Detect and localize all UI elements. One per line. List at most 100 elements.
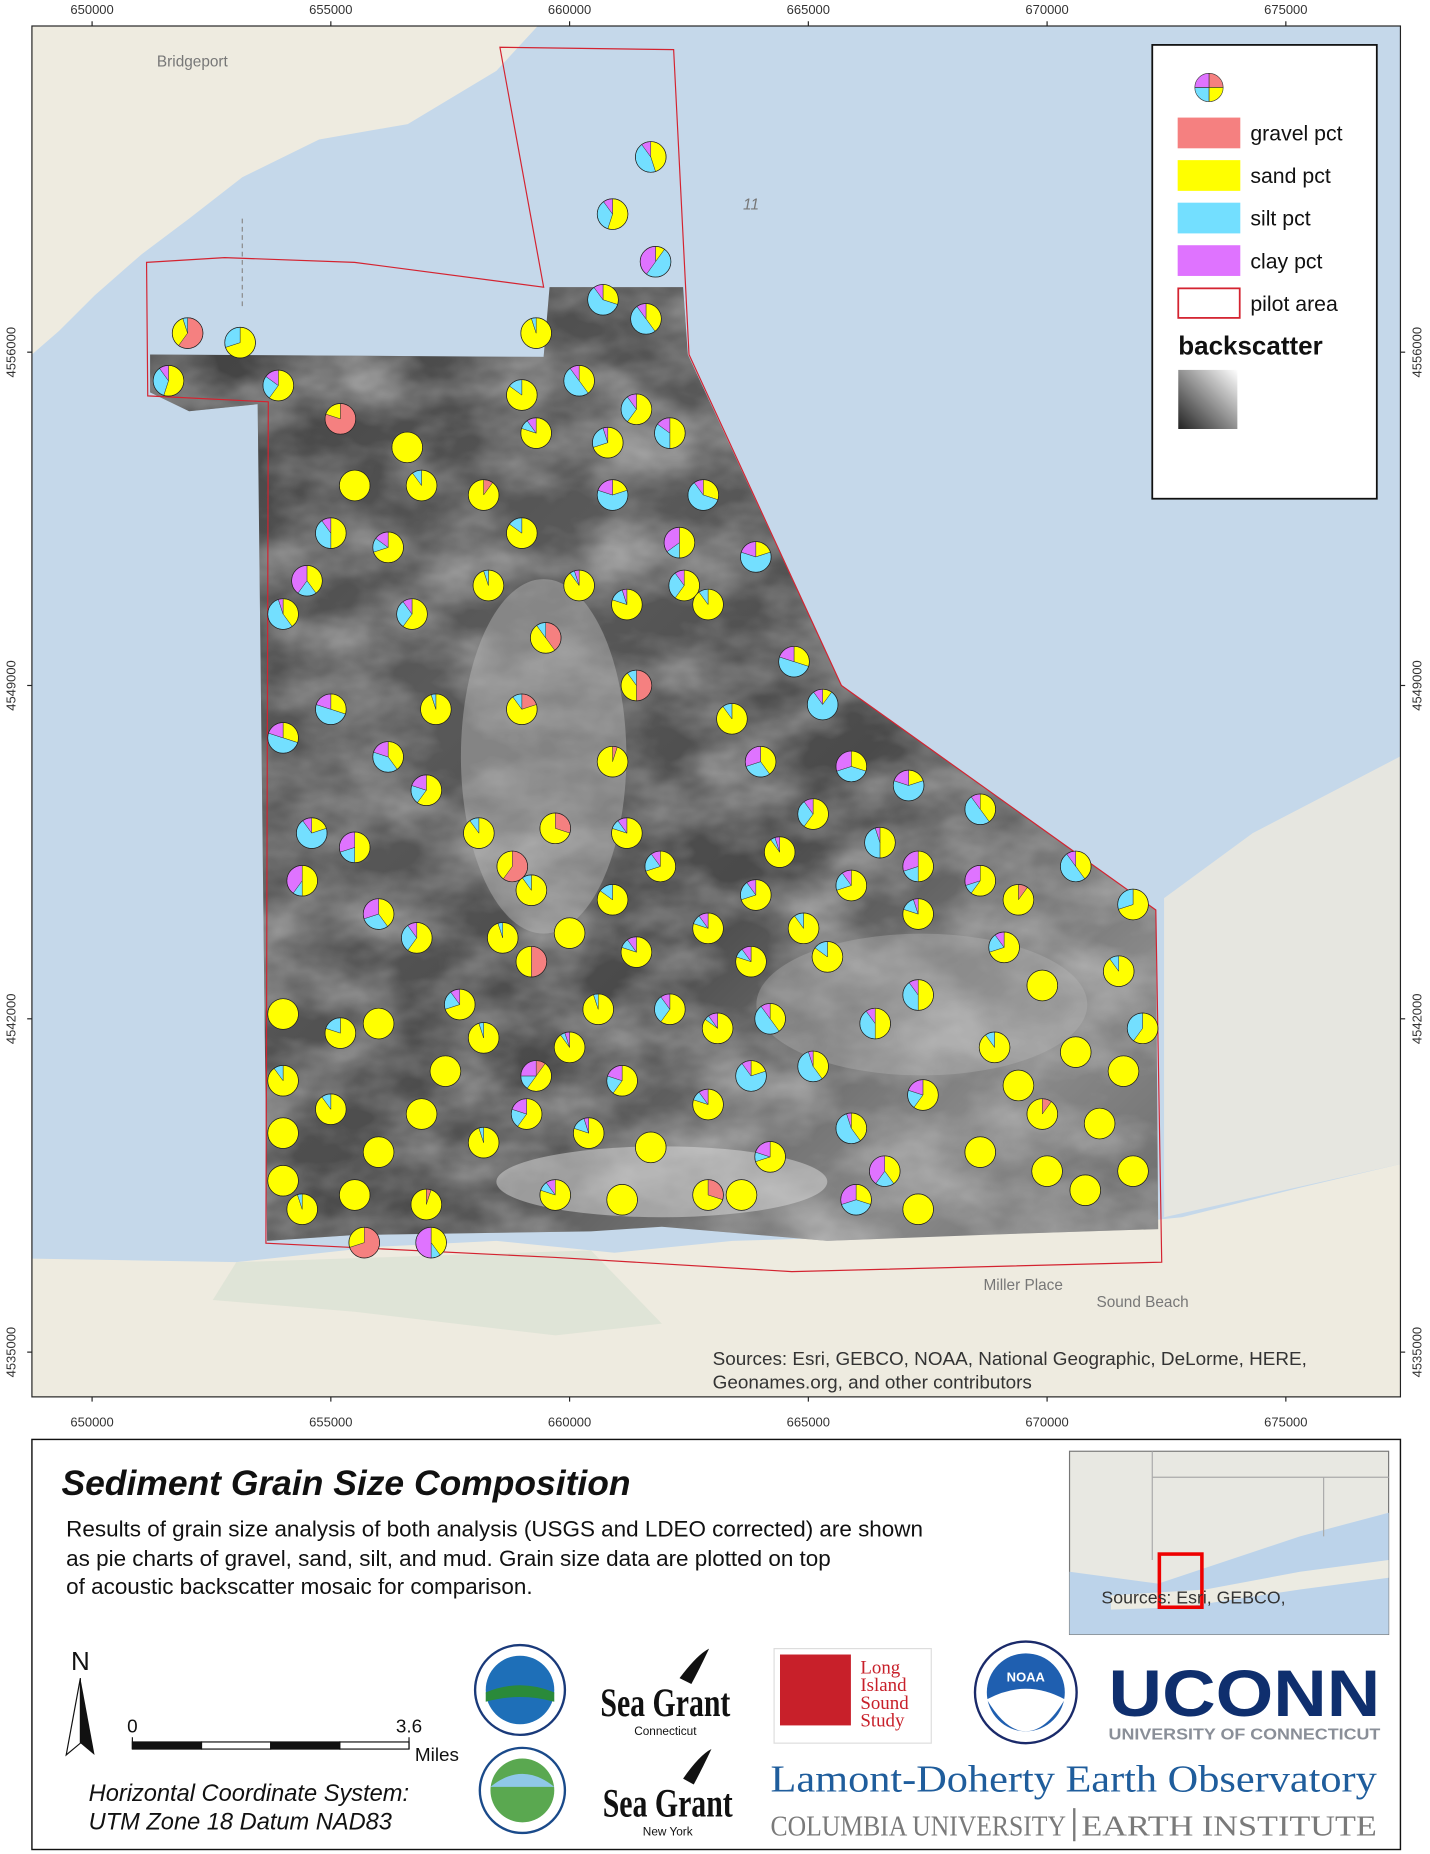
logo-bird [683, 1749, 712, 1785]
sample-pie [797, 798, 829, 830]
sample-location [267, 1164, 299, 1197]
sample-pie [472, 569, 505, 602]
sample-location [1031, 1155, 1063, 1187]
logo-sea-grant-ct: Sea Grant Connecticut [600, 1648, 731, 1738]
logo-lamont: Lamont-Doherty Earth Observatory COLUMBI… [771, 1759, 1377, 1843]
sample-pie [515, 945, 548, 978]
sample-location [1083, 1107, 1116, 1140]
sample-pie [267, 722, 299, 754]
y-tick-label: 4549000 [1410, 660, 1425, 711]
sample-location [811, 941, 844, 973]
legend-pie-icon [1194, 72, 1224, 102]
sample-location [663, 526, 696, 559]
sample-pie [520, 1060, 552, 1092]
sample-location [754, 1003, 786, 1035]
sample-location [1026, 1098, 1059, 1130]
info-panel: Sediment Grain Size Composition Results … [31, 1438, 1402, 1851]
seal-bird [986, 1688, 1065, 1732]
sample-location [964, 1136, 996, 1168]
sample-pie [315, 1093, 347, 1125]
scale-segment [339, 1741, 410, 1750]
sample-pie [362, 1007, 395, 1040]
sample-location [744, 745, 777, 778]
sample-location [859, 1007, 891, 1040]
sample-location [806, 688, 839, 721]
sample-location [988, 931, 1020, 964]
sample-pie [324, 1017, 357, 1049]
sample-location [372, 741, 404, 773]
logo-text: Sound [860, 1693, 909, 1714]
sample-location [654, 417, 686, 449]
sample-pie [582, 993, 614, 1026]
x-tick-label: 655000 [309, 1414, 352, 1429]
sample-pie [902, 850, 934, 883]
sample-pie [811, 941, 844, 973]
sample-location [907, 1079, 939, 1111]
sample-location [338, 831, 371, 864]
sample-pie [506, 379, 538, 411]
sample-location [286, 864, 318, 897]
sample-location [510, 1098, 543, 1130]
sample-pie [420, 693, 452, 726]
sample-pie [964, 1136, 996, 1168]
sample-pie [362, 898, 395, 930]
sample-location [620, 936, 653, 968]
backscatter-swatch [1178, 369, 1238, 429]
sample-location [692, 1088, 724, 1121]
sample-pie [635, 1131, 667, 1164]
logo-bird [679, 1648, 710, 1685]
sample-pie [515, 874, 548, 906]
north-arrow-light [65, 1678, 81, 1757]
scale-segment [131, 1741, 203, 1750]
source-text: Sources: Esri, GEBCO, NOAA, National Geo… [713, 1349, 1307, 1370]
x-tick-label: 665000 [787, 1414, 830, 1429]
sample-pie [735, 945, 767, 978]
logo-text: EARTH INSTITUTE [1081, 1811, 1376, 1842]
description-line: as pie charts of gravel, sand, silt, and… [66, 1546, 831, 1571]
sample-location [964, 864, 996, 897]
logo-subtext: New York [643, 1824, 693, 1838]
sample-pie [902, 1193, 934, 1225]
north-label: N [71, 1646, 90, 1676]
sample-location [978, 1031, 1011, 1064]
sample-location [506, 693, 538, 726]
sample-pie [563, 569, 595, 602]
sample-pie [754, 1003, 786, 1035]
x-tick-label: 675000 [1264, 2, 1307, 17]
scale-label: 3.6 [396, 1717, 422, 1738]
sample-pie [415, 1226, 447, 1259]
sample-location [1026, 969, 1059, 1002]
sample-location [725, 1179, 758, 1211]
sample-location [315, 693, 347, 726]
sample-pie [740, 541, 772, 573]
sample-pie [754, 1141, 786, 1173]
sample-location [396, 598, 428, 630]
legend-swatch [1177, 287, 1241, 319]
sample-pie [596, 479, 629, 511]
sample-pie [596, 198, 629, 230]
logo-energy [478, 1746, 567, 1835]
x-tick-label: 665000 [787, 2, 830, 17]
sample-pie [444, 988, 476, 1021]
sample-location [654, 993, 686, 1026]
sample-location [596, 479, 629, 511]
sample-location [362, 1136, 395, 1168]
sample-pie [1031, 1155, 1063, 1187]
sample-location [563, 365, 595, 397]
sample-location [611, 817, 643, 849]
scale-segment [270, 1741, 341, 1750]
map-frame [31, 25, 1402, 1398]
land-north [31, 25, 538, 355]
sample-location [687, 479, 720, 511]
sample-location [291, 565, 323, 597]
legend-heading: backscatter [1178, 331, 1322, 361]
sample-pie [291, 565, 323, 597]
x-tick-label: 670000 [1025, 1414, 1068, 1429]
sample-pie [1126, 1012, 1159, 1045]
sample-pie [401, 922, 433, 954]
sample-pie [338, 831, 371, 864]
legend-swatch [1177, 117, 1241, 149]
sample-pie [701, 1012, 734, 1045]
legend-label: pilot area [1250, 292, 1338, 316]
